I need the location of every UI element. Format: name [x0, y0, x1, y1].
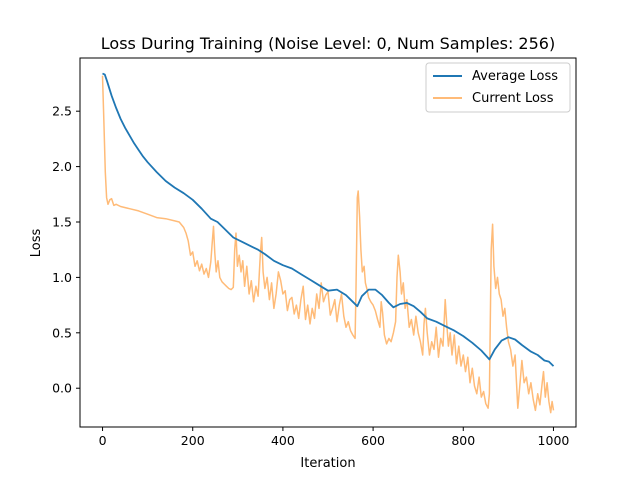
legend: Average Loss Current Loss	[425, 62, 571, 113]
x-tick-label: 200	[181, 433, 205, 448]
y-tick-label: 0.0	[52, 381, 72, 396]
y-tick-label: 2.0	[52, 159, 72, 174]
plot-lines	[101, 72, 555, 414]
x-tick-label: 0	[99, 433, 107, 448]
x-tick-label: 800	[451, 433, 475, 448]
x-tick-label: 400	[271, 433, 295, 448]
x-axis-ticks: 0 200 400 600 800 1000	[99, 427, 570, 448]
legend-label-average-loss: Average Loss	[472, 69, 558, 84]
chart-title: Loss During Training (Noise Level: 0, Nu…	[101, 34, 555, 53]
y-tick-label: 1.0	[52, 270, 72, 285]
series-line-average-loss	[102, 72, 555, 367]
legend-label-current-loss: Current Loss	[472, 91, 554, 106]
y-tick-label: 2.5	[52, 104, 72, 119]
y-tick-label: 1.5	[52, 215, 72, 230]
plot-area-frame	[79, 57, 577, 428]
y-tick-label: 0.5	[52, 325, 72, 340]
series-line-current-loss	[101, 75, 555, 414]
y-axis-label: Loss	[29, 229, 44, 258]
y-axis-ticks: 0.0 0.5 1.0 1.5 2.0 2.5	[52, 104, 80, 396]
x-axis-label: Iteration	[300, 456, 355, 471]
x-tick-label: 1000	[538, 433, 570, 448]
x-tick-label: 600	[361, 433, 385, 448]
